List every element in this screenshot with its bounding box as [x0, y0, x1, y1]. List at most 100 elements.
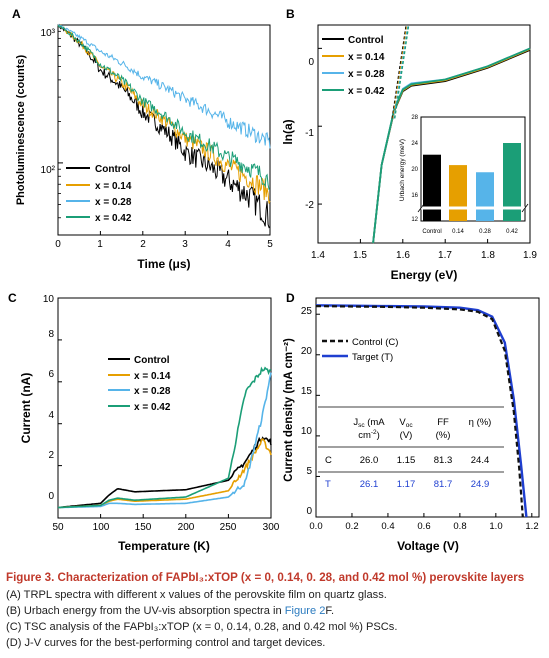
- panel-a-legend: Control x = 0.14 x = 0.28 x = 0.42: [66, 164, 132, 224]
- series-line: [57, 436, 272, 509]
- ytick-label: 16: [411, 193, 418, 199]
- panel-a: A 0 1 2 3 4 5 10³ 10² Time (μs) Photolum…: [12, 7, 273, 271]
- legend-label: Control (C): [352, 337, 398, 348]
- inset-bars: [417, 143, 529, 221]
- legend-label: x = 0.42: [348, 86, 385, 97]
- urbach-fit-line: [393, 24, 409, 119]
- inset-ytick-labels: 28 24 20 16 12: [411, 115, 418, 223]
- table-header-ff-unit: (%): [436, 430, 451, 441]
- ytick-label: -1: [305, 128, 314, 139]
- panel-c-legend: Control x = 0.14 x = 0.28 x = 0.42: [108, 355, 171, 413]
- table-header-voc-unit: (V): [400, 430, 413, 441]
- performance-table: Jsc (mA cm-2) Voc (V) FF (%) η (%) C 26.…: [318, 406, 504, 490]
- table-cell: 26.1: [360, 479, 379, 490]
- series-line: [57, 24, 271, 190]
- caption-line-a: (A) TRPL spectra with different x values…: [6, 589, 387, 601]
- xtick-label: 0.4: [381, 521, 394, 532]
- axis-break-mark: [417, 203, 425, 213]
- table-cell: 24.4: [471, 455, 490, 466]
- ytick-label: 10²: [41, 165, 56, 176]
- xtick-label: 0.8: [453, 521, 466, 532]
- xtick-label: 1.4: [311, 250, 325, 261]
- xtick-label: 1.5: [353, 250, 367, 261]
- series-line: [58, 24, 271, 149]
- xtick-label: 5: [267, 239, 273, 250]
- panel-a-letter: A: [12, 7, 21, 21]
- xtick-label: 1: [97, 239, 103, 250]
- panel-a-series: [57, 23, 271, 229]
- xtick-label: 0.14: [452, 229, 464, 235]
- table-cell: 1.17: [397, 479, 416, 490]
- table-row-label-t: T: [325, 479, 331, 490]
- inset-xtick-labels: Control 0.14 0.28 0.42: [422, 229, 518, 235]
- urbach-fit-line: [392, 24, 408, 119]
- xtick-label: 2: [140, 239, 146, 250]
- panel-b: B 1.4 1.5 1.6 1.7 1.8 1.9 0 -1 -2 Energy…: [281, 7, 537, 282]
- xtick-label: 1.6: [396, 250, 410, 261]
- table-header-ff: FF: [437, 417, 449, 428]
- xtick-label: 1.2: [525, 521, 538, 532]
- caption-line-b: (B) Urbach energy from the UV-vis absorp…: [6, 605, 334, 617]
- panel-c-xlabel: Temperature (K): [118, 539, 210, 553]
- jv-curve: [315, 304, 528, 518]
- legend-label: Control: [95, 164, 131, 175]
- ytick-label: 0: [48, 491, 54, 502]
- ytick-label: 28: [411, 115, 418, 121]
- panel-b-ylabel: ln(a): [281, 119, 295, 144]
- urbach-fit-line: [391, 24, 407, 119]
- panel-c-xtick-labels: 50 100 150 200 250 300: [52, 522, 279, 533]
- panel-a-ylabel: Photoluminescence (counts): [15, 54, 27, 205]
- inset-ylabel: Urbach energy (meV): [399, 139, 406, 201]
- ytick-label: 0: [308, 57, 314, 68]
- panel-d-xlabel: Voltage (V): [397, 539, 459, 553]
- panel-a-ytick-labels: 10³ 10²: [41, 28, 56, 176]
- series-line: [58, 372, 272, 509]
- xtick-label: 1.7: [438, 250, 452, 261]
- figure-link[interactable]: Figure 2: [284, 605, 326, 617]
- ytick-label: 10³: [41, 28, 56, 39]
- xtick-label: 200: [178, 522, 195, 533]
- legend-label: x = 0.14: [95, 181, 132, 192]
- ytick-label: 2: [48, 450, 54, 461]
- caption-line-c: (C) TSC analysis of the FAPbI₃:xTOP (x =…: [6, 621, 398, 633]
- panel-c-series: [57, 366, 272, 509]
- ytick-label: 10: [43, 294, 55, 305]
- ytick-label: 10: [301, 426, 313, 437]
- figure-caption-title: Figure 3. Characterization of FAPbI₃:xTO…: [6, 571, 525, 584]
- xtick-label: 1.0: [489, 521, 502, 532]
- jv-curve: [315, 305, 524, 518]
- xtick-label: 150: [135, 522, 152, 533]
- table-header-eta: η (%): [469, 417, 492, 428]
- table-cell: 24.9: [471, 479, 490, 490]
- panel-b-xlabel: Energy (eV): [391, 268, 458, 282]
- caption-b-end: F.: [325, 605, 335, 617]
- ytick-label: 24: [411, 141, 418, 147]
- panel-b-ytick-labels: 0 -1 -2: [305, 57, 314, 211]
- xtick-label: 4: [225, 239, 231, 250]
- xtick-label: 300: [263, 522, 280, 533]
- ytick-label: 12: [411, 217, 418, 223]
- table-cell: 81.3: [434, 455, 453, 466]
- xtick-label: 1.8: [481, 250, 495, 261]
- ytick-label: 8: [48, 329, 54, 340]
- xtick-label: 250: [220, 522, 237, 533]
- panel-d-ylabel: Current density (mA cm⁻²): [283, 338, 295, 482]
- panel-a-ticks: [57, 24, 271, 235]
- ytick-label: 4: [48, 410, 54, 421]
- panel-c-ticks: [57, 297, 272, 518]
- panel-d-letter: D: [286, 291, 295, 305]
- panel-c-ylabel: Current (nA): [19, 373, 33, 444]
- panel-c-ytick-labels: 0 2 4 6 8 10: [43, 294, 55, 502]
- caption-line-d: (D) J-V curves for the best-performing c…: [6, 637, 326, 649]
- ytick-label: -2: [305, 200, 314, 211]
- series-line: [57, 23, 271, 229]
- ytick-label: 20: [301, 346, 313, 357]
- xtick-label: 0.6: [417, 521, 430, 532]
- panel-b-legend: Control x = 0.14 x = 0.28 x = 0.42: [322, 35, 385, 97]
- xtick-label: 0.2: [345, 521, 358, 532]
- legend-label: x = 0.28: [95, 197, 132, 208]
- ytick-label: 20: [411, 167, 418, 173]
- panel-d-xtick-labels: 0.0 0.2 0.4 0.6 0.8 1.0 1.2: [309, 521, 538, 532]
- axis-break-mark: [521, 203, 529, 213]
- panel-b-letter: B: [286, 7, 295, 21]
